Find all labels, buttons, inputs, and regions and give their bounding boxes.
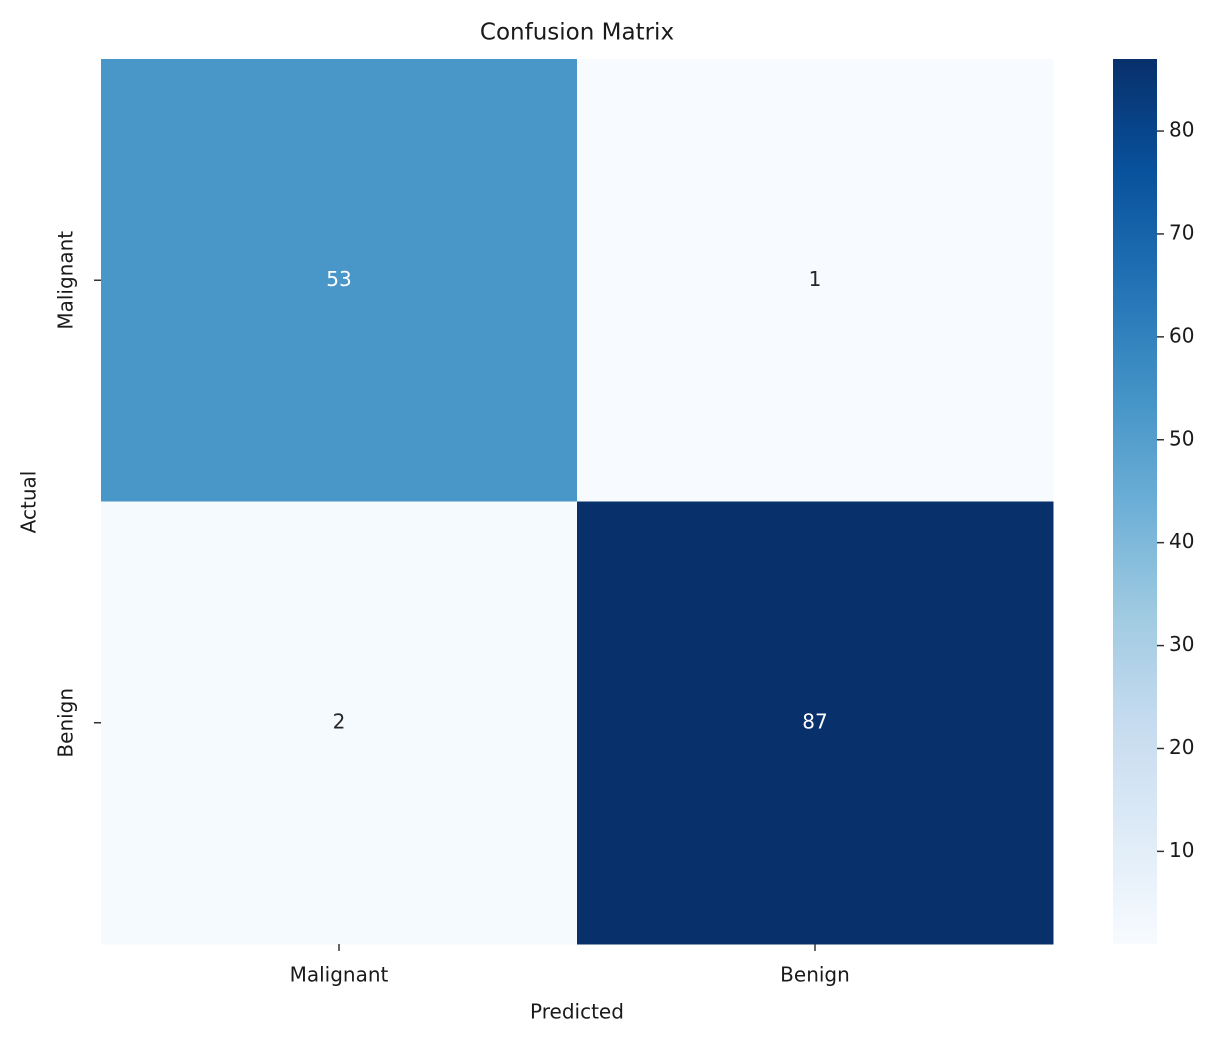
heatmap-cell (101, 501, 578, 945)
cell-label: 1 (809, 267, 822, 291)
colorbar-tick-label: 40 (1169, 529, 1194, 553)
y-tick-label: Malignant (54, 231, 78, 330)
colorbar-tick-label: 30 (1169, 632, 1194, 656)
x-axis-label: Predicted (530, 1000, 624, 1024)
colorbar-tick-label: 60 (1169, 323, 1194, 347)
y-axis-label: Actual (17, 471, 41, 534)
heatmap-cell (577, 59, 1054, 502)
heatmap-cell (101, 59, 578, 502)
heatmap-cell (577, 501, 1054, 945)
x-tick-label: Malignant (290, 963, 389, 987)
colorbar (1113, 59, 1157, 944)
x-tick-label: Benign (780, 963, 850, 987)
colorbar-tick-label: 70 (1169, 220, 1194, 244)
colorbar-tick-label: 50 (1169, 426, 1194, 450)
colorbar-tick-label: 10 (1169, 838, 1194, 862)
cell-label: 2 (333, 709, 346, 733)
cell-label: 87 (802, 709, 827, 733)
colorbar-tick-label: 20 (1169, 735, 1194, 759)
y-tick-label: Benign (54, 688, 78, 758)
chart-title: Confusion Matrix (480, 20, 674, 46)
cell-label: 53 (326, 267, 351, 291)
colorbar-tick-label: 80 (1169, 118, 1194, 142)
